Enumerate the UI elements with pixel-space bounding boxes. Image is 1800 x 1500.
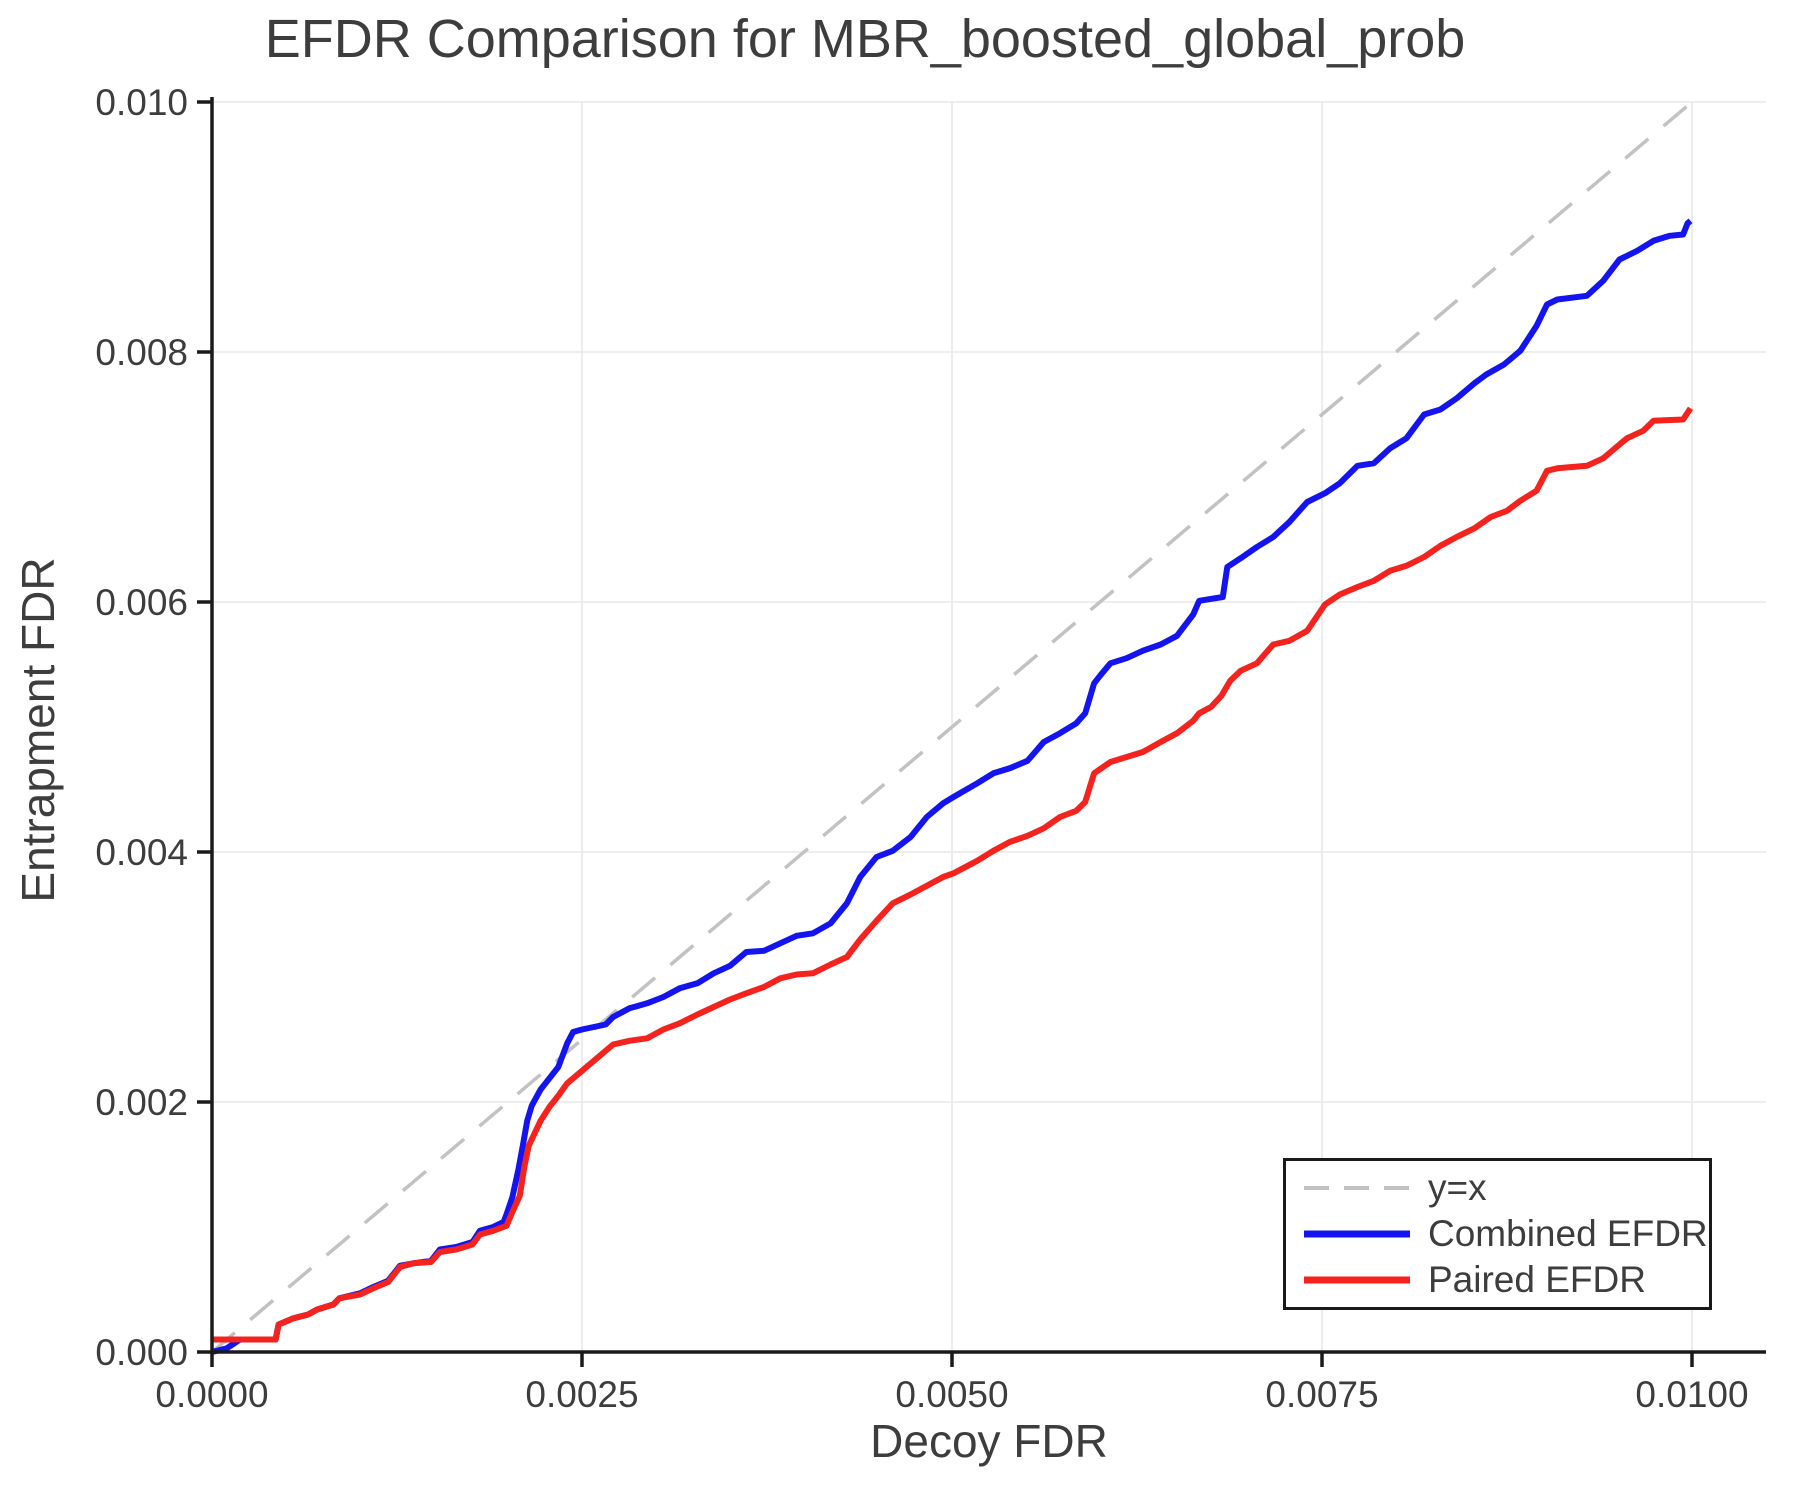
y-tick-label: 0.004 [95, 832, 188, 873]
legend: y=x Combined EFDR Paired EFDR [1283, 1158, 1712, 1310]
y-tick-label: 0.002 [95, 1082, 188, 1123]
legend-label: y=x [1428, 1167, 1487, 1208]
y-tick-label: 0.008 [95, 332, 188, 373]
y-tick-label: 0.006 [95, 582, 188, 623]
x-tick-label: 0.0025 [525, 1374, 638, 1415]
x-axis-label: Decoy FDR [870, 1415, 1108, 1467]
y-tick-label: 0.000 [95, 1332, 188, 1373]
legend-label: Paired EFDR [1428, 1259, 1646, 1300]
y-axis-label: Entrapment FDR [12, 557, 64, 903]
x-tick-label: 0.0075 [1265, 1374, 1378, 1415]
x-tick-label: 0.0000 [155, 1374, 268, 1415]
chart-title: EFDR Comparison for MBR_boosted_global_p… [264, 9, 1466, 69]
legend-item-y-x: y=x [1302, 1166, 1709, 1210]
x-tick-label: 0.0050 [895, 1374, 1008, 1415]
legend-swatch [1304, 1276, 1410, 1284]
series-paired-efdr [212, 406, 1694, 1343]
legend-item-combined-efdr: Combined EFDR [1302, 1212, 1709, 1256]
legend-label: Combined EFDR [1428, 1213, 1708, 1254]
x-tick-label: 0.0100 [1635, 1374, 1748, 1415]
legend-swatch [1304, 1186, 1410, 1190]
legend-swatch [1304, 1230, 1410, 1238]
y-tick-label: 0.010 [95, 82, 188, 123]
legend-item-paired-efdr: Paired EFDR [1302, 1258, 1709, 1302]
series-y-x [210, 100, 1694, 1354]
